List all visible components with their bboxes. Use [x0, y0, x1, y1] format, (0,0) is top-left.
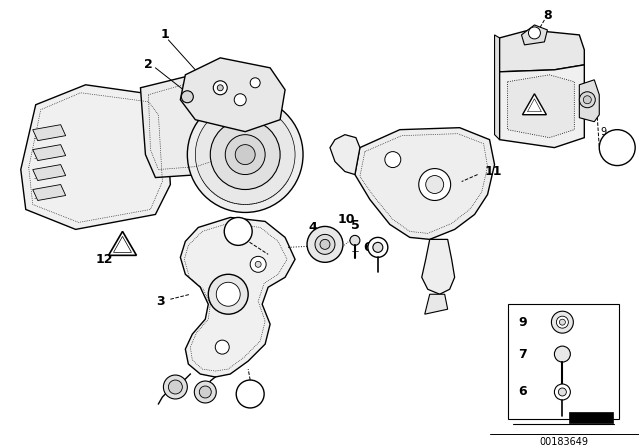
Text: 7: 7 [234, 225, 242, 238]
Polygon shape [33, 145, 66, 160]
Circle shape [315, 234, 335, 254]
Circle shape [385, 151, 401, 168]
Circle shape [224, 217, 252, 246]
Circle shape [215, 340, 229, 354]
Circle shape [168, 380, 182, 394]
Circle shape [307, 226, 343, 263]
Bar [508, 304, 620, 419]
Circle shape [556, 316, 568, 328]
Circle shape [163, 375, 188, 399]
Circle shape [368, 237, 388, 257]
Polygon shape [33, 125, 66, 141]
Circle shape [195, 381, 216, 403]
Circle shape [213, 81, 227, 95]
Text: 00183649: 00183649 [540, 437, 589, 447]
Text: 4: 4 [308, 221, 317, 234]
Circle shape [216, 282, 240, 306]
Circle shape [373, 242, 383, 252]
Text: 3: 3 [156, 295, 164, 308]
Circle shape [579, 92, 595, 108]
Circle shape [234, 94, 246, 106]
Circle shape [188, 97, 303, 212]
Text: !: ! [120, 244, 124, 253]
Text: 9: 9 [600, 127, 606, 137]
Circle shape [599, 129, 635, 166]
Circle shape [208, 274, 248, 314]
Circle shape [419, 168, 451, 201]
Polygon shape [140, 72, 245, 177]
Text: 7: 7 [246, 388, 254, 401]
Polygon shape [33, 164, 66, 181]
Circle shape [236, 380, 264, 408]
Text: 5: 5 [351, 219, 359, 232]
Circle shape [236, 145, 255, 164]
Circle shape [199, 386, 211, 398]
Polygon shape [425, 294, 447, 314]
Circle shape [559, 319, 565, 325]
Circle shape [211, 120, 280, 190]
Polygon shape [20, 85, 170, 229]
Circle shape [350, 235, 360, 246]
Bar [570, 412, 613, 423]
Circle shape [217, 85, 223, 91]
Circle shape [320, 239, 330, 250]
Polygon shape [330, 135, 360, 175]
Circle shape [558, 388, 566, 396]
Polygon shape [579, 80, 599, 122]
Polygon shape [180, 58, 285, 132]
Text: 8: 8 [543, 9, 552, 22]
Polygon shape [33, 185, 66, 201]
Text: 6: 6 [518, 385, 527, 398]
Polygon shape [180, 217, 295, 377]
Polygon shape [522, 94, 547, 115]
Text: 9: 9 [518, 316, 527, 329]
Text: 9: 9 [613, 141, 621, 154]
Polygon shape [422, 239, 454, 294]
Text: 11: 11 [484, 165, 502, 178]
Circle shape [426, 176, 444, 194]
Text: 1: 1 [161, 28, 170, 41]
Circle shape [225, 135, 265, 175]
Polygon shape [500, 65, 584, 148]
Circle shape [554, 346, 570, 362]
Text: !: ! [533, 106, 536, 112]
Text: 12: 12 [96, 253, 113, 266]
Circle shape [583, 96, 591, 104]
Circle shape [250, 256, 266, 272]
Text: 2: 2 [144, 58, 153, 71]
Polygon shape [500, 30, 584, 72]
Circle shape [195, 105, 295, 204]
Text: 6: 6 [364, 241, 372, 254]
Polygon shape [522, 25, 547, 45]
Polygon shape [355, 128, 495, 239]
Circle shape [181, 91, 193, 103]
Circle shape [255, 261, 261, 267]
Text: 7: 7 [518, 348, 527, 361]
Polygon shape [495, 35, 500, 140]
Polygon shape [109, 232, 136, 255]
Circle shape [554, 384, 570, 400]
Text: 10: 10 [337, 213, 355, 226]
Circle shape [529, 27, 540, 39]
Polygon shape [508, 75, 574, 138]
Circle shape [250, 78, 260, 88]
Circle shape [552, 311, 573, 333]
